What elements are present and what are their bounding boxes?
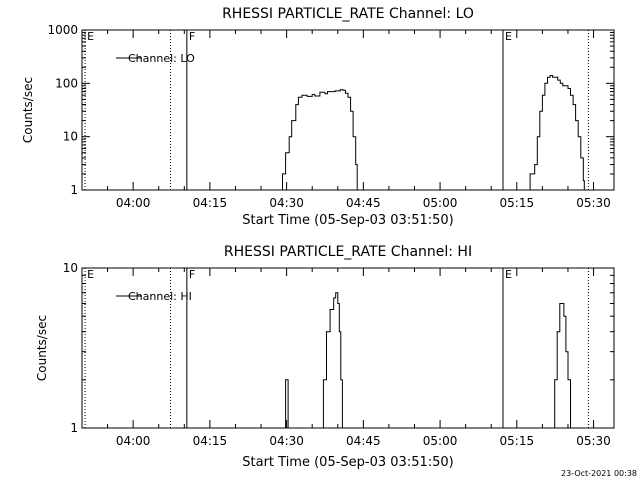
x-tick-label: 05:15 — [500, 434, 535, 448]
x-tick-label: 05:15 — [500, 196, 535, 210]
x-tick-label: 04:15 — [193, 196, 228, 210]
series-line — [319, 292, 343, 429]
series-line — [551, 303, 571, 429]
y-tick-label: 1 — [70, 421, 78, 435]
x-tick-label: 05:00 — [423, 434, 458, 448]
x-axis-label: Start Time (05-Sep-03 03:51:50) — [242, 213, 453, 228]
x-tick-label: 04:15 — [193, 434, 228, 448]
event-marker-label: E — [505, 30, 512, 43]
x-tick-label: 04:30 — [269, 434, 304, 448]
footer-timestamp: 23-Oct-2021 00:38 — [561, 469, 637, 478]
y-axis-label: Counts/sec — [35, 315, 49, 381]
y-tick-label: 1 — [70, 183, 78, 197]
x-tick-label: 04:00 — [116, 434, 151, 448]
y-axis-label: Counts/sec — [21, 77, 35, 143]
legend-entry: Channel: LO — [128, 52, 195, 65]
event-marker-label: E — [87, 30, 94, 43]
lo-channel-panel: RHESSI PARTICLE_RATE Channel: LO Start Ti… — [21, 6, 615, 228]
y-tick-label: 10 — [63, 261, 78, 275]
plot-frame — [81, 29, 615, 191]
x-tick-label: 04:30 — [269, 196, 304, 210]
x-tick-label: 04:45 — [346, 196, 381, 210]
x-ticks — [81, 268, 595, 428]
chart-title: RHESSI PARTICLE_RATE Channel: LO — [222, 6, 474, 22]
chart-title: RHESSI PARTICLE_RATE Channel: HI — [224, 244, 472, 260]
x-tick-label: 05:30 — [576, 196, 611, 210]
y-tick-label: 10 — [63, 130, 78, 144]
series-line — [284, 379, 289, 429]
y-tick-label: 1000 — [47, 23, 78, 37]
legend-entry: Channel: HI — [128, 290, 192, 303]
y-tick-label: 100 — [55, 76, 78, 90]
x-tick-label: 04:45 — [346, 434, 381, 448]
event-marker-label: F — [189, 268, 195, 281]
series-line — [529, 75, 585, 191]
event-marker-label: E — [87, 268, 94, 281]
event-marker-label: F — [189, 30, 195, 43]
x-ticks — [81, 30, 595, 190]
x-tick-label: 04:00 — [116, 196, 151, 210]
series-line — [280, 89, 358, 191]
x-axis-label: Start Time (05-Sep-03 03:51:50) — [242, 455, 453, 470]
x-tick-label: 05:00 — [423, 196, 458, 210]
hi-channel-panel: RHESSI PARTICLE_RATE Channel: HI Start Ti… — [35, 244, 615, 470]
x-tick-label: 05:30 — [576, 434, 611, 448]
plot-frame — [81, 267, 615, 429]
event-marker-label: E — [505, 268, 512, 281]
